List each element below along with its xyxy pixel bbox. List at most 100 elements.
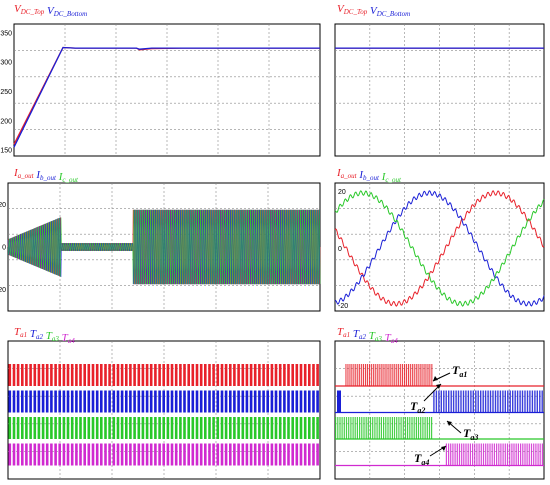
gate-pulse [366,364,368,386]
gate-pulse [404,364,406,386]
gate-pulse [291,443,294,466]
gate-pulse [108,390,111,413]
gate-pulse [335,417,337,439]
gate-pulse [374,417,376,439]
gate-pulse [463,443,465,466]
text-part: V [44,5,55,17]
gate-pulse [521,390,524,413]
gate-pulse [262,364,265,386]
gate-pulse [303,390,307,413]
gate-pulse [429,364,431,386]
gate-pulse [33,443,37,466]
gate-pulse [270,390,274,413]
gate-pulse [116,364,120,386]
gate-pulse [378,417,380,439]
gate-pulse [283,443,286,466]
gate-pulse [398,417,400,439]
gate-pulse [383,417,385,439]
text-part: a3 [52,335,60,343]
gate-pulse [354,417,356,439]
text-part: T [337,326,344,338]
gate-pulse [520,443,522,466]
gate-pulse [83,417,86,439]
gate-pulse [274,390,278,413]
gate-pulse [62,364,66,386]
gate-pulse [278,417,282,439]
gate-pulse [195,443,199,466]
text-part: a1 [459,370,467,379]
gate-pulse [541,390,543,413]
gate-pulse [25,364,28,386]
gate-pulse [287,417,290,439]
y-tick-label: 0 [2,245,6,252]
gate-pulse [396,417,398,439]
gate-pulse [465,390,467,413]
gate-pulse [8,364,12,386]
gate-pulse [391,417,393,439]
gate-pulse [409,364,411,386]
gate-pulse [174,390,178,413]
gate-pulse [191,417,195,439]
gate-pulse [417,417,420,439]
gate-pulse [400,364,402,386]
gate-pulse [409,417,411,439]
gate-pulse [337,390,341,413]
gate-pulse [482,390,484,413]
gate-pulse [316,364,319,386]
gate-pulse [419,364,421,386]
y-tick-label: 300 [0,60,12,67]
gate-pulse [440,390,442,413]
text-part: T [27,328,37,340]
gate-pulse [216,390,220,413]
gate-pulse [149,443,153,466]
gate-pulse [536,390,538,413]
gate-pulse [361,364,363,386]
gate-pulse [233,390,236,413]
gate-pulse [413,417,415,439]
text-part: I [34,169,42,181]
gate-pulse [50,443,53,466]
gate-pulse [145,443,149,466]
gate-pulse [75,443,78,466]
gate-pulse [87,417,91,439]
gate-pulse [158,417,161,439]
phase-current-trace [7,209,321,285]
phase-current-trace [7,209,321,285]
gate-pulse [129,443,132,466]
gate-pulse [170,390,174,413]
gate-pulse [8,443,12,466]
gate-pulse [183,390,186,413]
gate-pulse [79,443,82,466]
gate-pulse [287,364,290,386]
gate-pulse [179,390,182,413]
gate-pulse [291,390,294,413]
gate-pulse [204,390,207,413]
gate-pulse [295,417,299,439]
gate-pulse [183,364,186,386]
gate-pulse [208,364,211,386]
text-part: a4 [391,337,399,345]
gate-pulse [428,417,431,439]
gate-pulse [249,390,253,413]
gate-pulse [533,443,535,466]
gate-pulse [266,364,269,386]
gate-pulse [359,417,361,439]
gate-pulse [400,417,402,439]
gate-pulse [522,443,524,466]
gate-pulse [266,390,269,413]
gate-pulse [253,364,257,386]
gate-pulse [41,417,45,439]
text-part: a1 [343,331,350,339]
text-part: a3 [470,433,478,442]
gate-pulse [41,443,45,466]
gate-pulse [485,443,487,466]
gate-pulse [237,443,240,466]
gate-pulse [79,390,82,413]
gate-pulse [382,364,384,386]
y-tick-label: -20 [0,287,6,294]
gate-pulse [388,364,390,386]
gate-pulse [145,390,149,413]
gate-pulse [295,390,299,413]
gate-pulse [29,443,32,466]
gate-pulse [387,417,389,439]
